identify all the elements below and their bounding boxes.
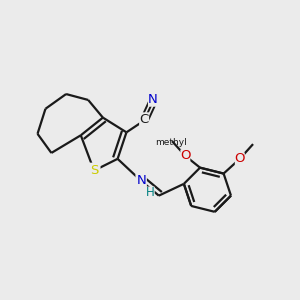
FancyBboxPatch shape — [145, 187, 155, 199]
Text: N: N — [136, 174, 146, 188]
Text: C: C — [140, 112, 149, 126]
Text: S: S — [90, 164, 98, 177]
FancyBboxPatch shape — [135, 174, 147, 188]
Text: methyl: methyl — [155, 138, 187, 147]
FancyBboxPatch shape — [139, 112, 149, 126]
FancyBboxPatch shape — [148, 93, 158, 107]
Text: O: O — [180, 149, 190, 162]
Text: H: H — [146, 186, 154, 199]
FancyBboxPatch shape — [180, 149, 190, 162]
Text: N: N — [148, 93, 158, 106]
Text: O: O — [235, 152, 245, 165]
FancyBboxPatch shape — [88, 163, 100, 178]
FancyBboxPatch shape — [235, 152, 245, 165]
